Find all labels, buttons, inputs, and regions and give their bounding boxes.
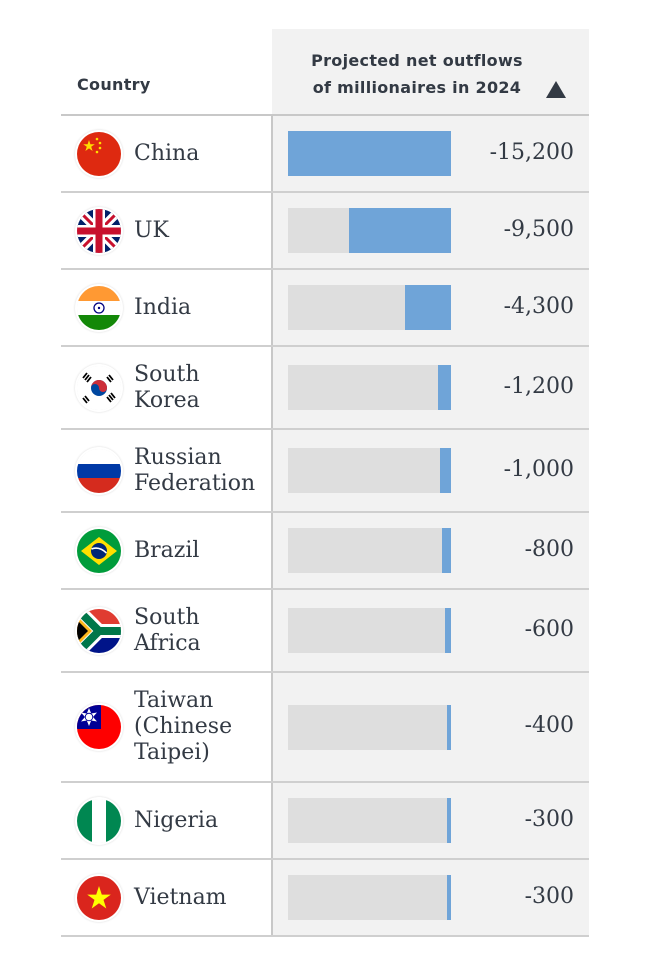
column-divider <box>271 193 273 268</box>
outflow-bar <box>438 365 451 410</box>
outflow-bar <box>349 208 451 253</box>
country-name-line: (Chinese <box>134 714 233 739</box>
outflow-bar <box>288 131 451 176</box>
country-name: UK <box>134 218 169 244</box>
country-name-line: Taipei) <box>134 740 210 765</box>
millionaire-outflow-table: Country Projected net outflows of millio… <box>61 29 589 937</box>
bar-track <box>288 875 451 920</box>
outflow-bar <box>445 608 451 653</box>
south-korea-flag-icon <box>77 365 121 410</box>
outflow-bar <box>447 798 451 843</box>
column-divider <box>271 430 273 511</box>
country-name-line: Taiwan <box>134 688 214 713</box>
country-name-line: Russian <box>134 444 222 470</box>
column-divider <box>271 590 273 671</box>
column-divider <box>271 783 273 858</box>
outflow-value: -300 <box>524 806 574 832</box>
table-row: India -4,300 <box>61 270 589 347</box>
bar-track <box>288 208 451 253</box>
vietnam-flag-icon <box>77 875 121 920</box>
country-name: Brazil <box>134 538 199 564</box>
outflow-value: -9,500 <box>503 216 574 242</box>
country-name: South Korea <box>134 362 200 414</box>
country-name: Taiwan (Chinese Taipei) <box>134 688 232 766</box>
country-name: Nigeria <box>134 808 218 834</box>
column-divider <box>271 860 273 935</box>
south-africa-flag-icon <box>77 608 121 653</box>
china-flag-icon <box>77 131 121 176</box>
outflow-bar <box>447 704 451 750</box>
country-name: South Africa <box>134 605 201 657</box>
table-body: China -15,200 UK -9,500 India -4,300 South Kore… <box>61 116 589 937</box>
table-row: South Korea -1,200 <box>61 347 589 430</box>
country-name-line: South <box>134 604 200 630</box>
bar-track <box>288 608 451 653</box>
country-name: India <box>134 295 191 321</box>
outflow-header-line2: of millionaires in 2024 <box>312 78 522 97</box>
country-name-line: India <box>134 294 192 320</box>
outflow-value: -1,200 <box>503 373 574 399</box>
table-header: Country Projected net outflows of millio… <box>61 29 589 116</box>
nigeria-flag-icon <box>77 798 121 843</box>
country-name: China <box>134 141 199 167</box>
bar-track <box>288 285 451 330</box>
country-name: Vietnam <box>134 885 227 911</box>
table-row: Vietnam -300 <box>61 860 589 937</box>
bar-track <box>288 798 451 843</box>
outflow-bar <box>405 285 451 330</box>
country-name-line: Federation <box>134 470 256 496</box>
outflow-bar <box>447 875 451 920</box>
country-name-line: UK <box>134 217 169 243</box>
india-flag-icon <box>77 285 121 330</box>
header-shade <box>272 29 589 114</box>
outflow-value: -400 <box>524 713 574 738</box>
country-name-line: Vietnam <box>134 884 227 910</box>
column-divider <box>271 513 273 588</box>
bar-track <box>288 448 451 493</box>
country-column-header[interactable]: Country <box>77 75 151 94</box>
outflow-value: -600 <box>524 616 574 642</box>
outflow-value: -15,200 <box>489 139 574 165</box>
country-name-line: South <box>134 361 200 387</box>
outflow-header-line1: Projected net outflows <box>311 51 523 70</box>
country-name: Russian Federation <box>134 445 255 497</box>
column-divider <box>271 270 273 345</box>
country-name-line: Africa <box>134 630 201 656</box>
outflow-value: -4,300 <box>503 293 574 319</box>
outflow-value: -1,000 <box>503 456 574 482</box>
sort-ascending-icon[interactable] <box>546 81 566 98</box>
outflow-bar <box>440 448 451 493</box>
outflow-value: -800 <box>524 536 574 562</box>
brazil-flag-icon <box>77 528 121 573</box>
bar-track <box>288 131 451 176</box>
table-row: Russian Federation -1,000 <box>61 430 589 513</box>
table-row: South Africa -600 <box>61 590 589 673</box>
bar-track <box>288 528 451 573</box>
taiwan-flag-icon <box>77 705 121 749</box>
outflow-column-header[interactable]: Projected net outflows of millionaires i… <box>287 47 547 101</box>
table-row: Taiwan (Chinese Taipei) -400 <box>61 673 589 783</box>
russia-flag-icon <box>77 448 121 493</box>
country-name-line: China <box>134 140 200 166</box>
outflow-bar <box>442 528 451 573</box>
country-name-line: Nigeria <box>134 807 219 833</box>
column-divider <box>271 347 273 428</box>
bar-track <box>288 704 451 750</box>
country-name-line: Brazil <box>134 537 200 563</box>
uk-flag-icon <box>77 208 121 253</box>
table-row: China -15,200 <box>61 116 589 193</box>
column-divider <box>271 116 273 191</box>
table-row: Nigeria -300 <box>61 783 589 860</box>
outflow-value: -300 <box>524 883 574 909</box>
table-row: UK -9,500 <box>61 193 589 270</box>
bar-track <box>288 365 451 410</box>
country-name-line: Korea <box>134 387 200 413</box>
column-divider <box>271 673 273 781</box>
table-row: Brazil -800 <box>61 513 589 590</box>
